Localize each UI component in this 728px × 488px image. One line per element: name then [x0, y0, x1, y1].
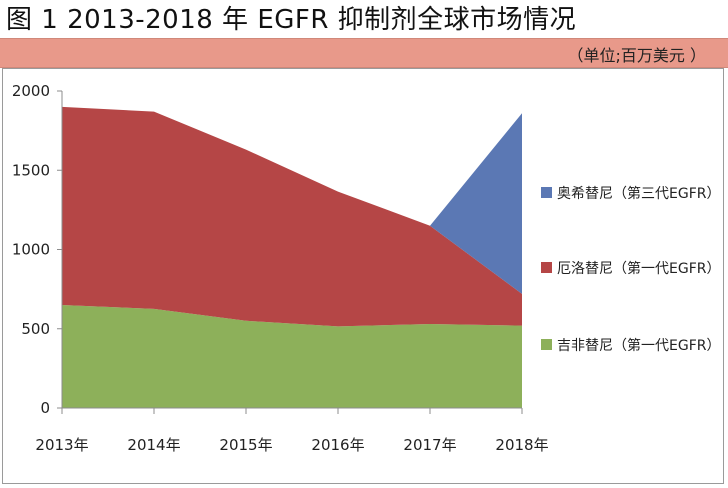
series-area-1	[62, 305, 522, 408]
series-area-2	[62, 106, 522, 327]
title-bar: （单位;百万美元 ）	[0, 38, 728, 68]
legend-label: 吉非替尼（第一代EGFR）	[557, 337, 720, 354]
x-tick-label: 2013年	[35, 436, 88, 454]
y-tick-label: 1500	[12, 161, 50, 179]
y-tick-label: 500	[21, 320, 50, 338]
legend-label: 厄洛替尼（第一代EGFR）	[557, 260, 720, 277]
y-tick-label: 1000	[12, 241, 50, 259]
x-tick-label: 2015年	[219, 436, 272, 454]
area-chart: 0 500 1000 1500 2000 2013年 2014年 2015年 2016年 2017…	[12, 82, 721, 454]
legend-label: 奥希替尼（第三代EGFR）	[557, 185, 720, 202]
x-tick-label: 2016年	[311, 436, 364, 454]
legend-swatch	[541, 187, 552, 198]
y-tick-label: 0	[40, 399, 50, 417]
unit-label: （单位;百万美元 ）	[567, 46, 706, 65]
legend-swatch	[541, 339, 552, 350]
figure-title: 图 1 2013-2018 年 EGFR 抑制剂全球市场情况	[6, 5, 577, 35]
chart-frame: 0 500 1000 1500 2000 2013年 2014年 2015年 2016年 2017…	[2, 68, 724, 484]
legend-swatch	[541, 262, 552, 273]
x-tick-label: 2018年	[495, 436, 548, 454]
y-tick-label: 2000	[12, 82, 50, 100]
x-tick-label: 2014年	[127, 436, 180, 454]
x-tick-label: 2017年	[403, 436, 456, 454]
